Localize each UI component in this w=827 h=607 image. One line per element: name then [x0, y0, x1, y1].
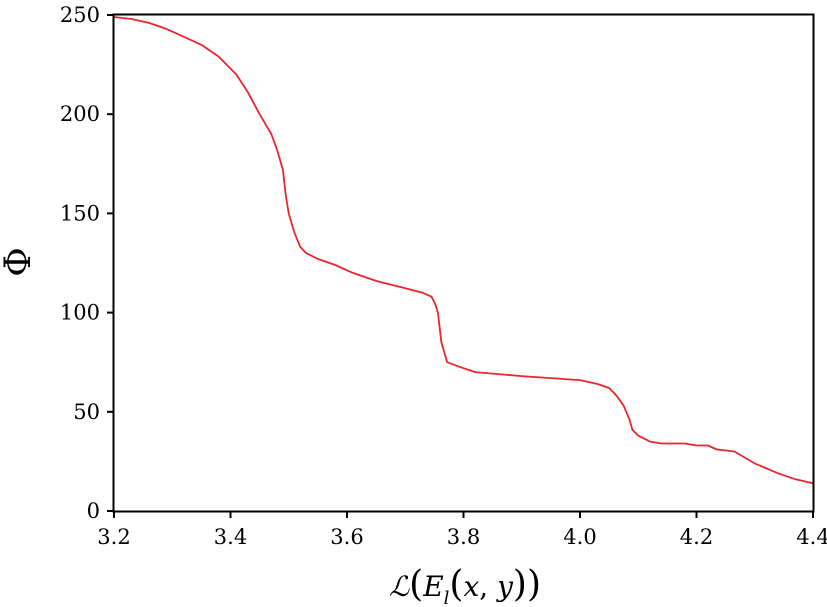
x-tick-label: 4.2	[680, 525, 713, 549]
series-line-0	[113, 16, 814, 485]
x-axis-label: ℒ(El(x, y))	[389, 564, 541, 607]
series-layer	[113, 16, 814, 485]
y-tick-label: 50	[73, 400, 100, 424]
x-tick-label: 4.0	[563, 525, 596, 549]
y-tick-label: 150	[60, 201, 100, 225]
x-tick-label: 3.6	[330, 525, 363, 549]
y-axis-label: Φ	[0, 247, 39, 277]
tick-labels-layer: 3.2 3.4 3.6 3.8 4.0 4.2 4.4 0 50 100 150 200 250	[60, 3, 827, 549]
x-tick-label: 4.4	[796, 525, 827, 549]
y-tick-label: 100	[60, 301, 100, 325]
x-tick-label: 3.2	[97, 525, 130, 549]
y-tick-label: 200	[60, 102, 100, 126]
ticks-layer	[107, 14, 814, 518]
y-tick-label: 0	[87, 499, 100, 523]
plot-frame	[112, 13, 815, 513]
y-tick-label: 250	[60, 3, 100, 27]
x-tick-label: 3.8	[447, 525, 480, 549]
x-tick-label: 3.4	[214, 525, 247, 549]
